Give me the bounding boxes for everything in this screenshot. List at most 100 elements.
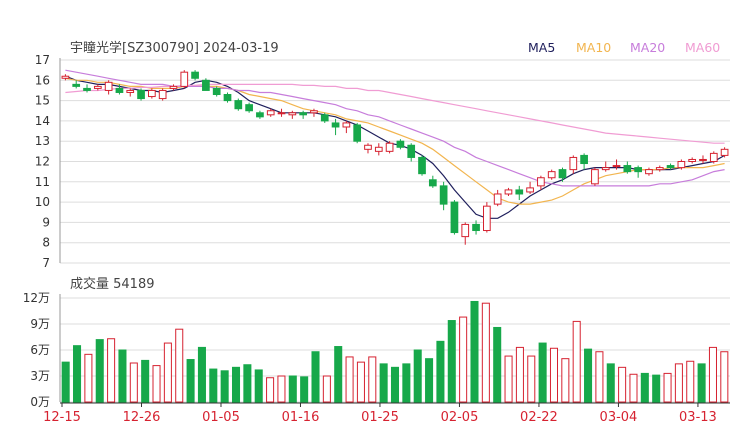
volume-bar <box>425 358 434 403</box>
candle-body <box>72 83 81 87</box>
volume-bar <box>243 364 252 403</box>
candle-body <box>569 156 578 171</box>
candle-body <box>83 87 91 91</box>
candle-body <box>137 89 145 100</box>
candle-body <box>342 122 351 128</box>
volume-bar <box>390 366 400 403</box>
volume-bar <box>277 375 286 403</box>
volume-bar <box>561 358 570 403</box>
x-tick-label: 01-16 <box>282 410 320 425</box>
candle-body <box>612 165 621 168</box>
x-tick-label: 01-25 <box>361 410 399 425</box>
candle-body <box>169 85 178 89</box>
volume-bar <box>697 363 706 403</box>
candle-body <box>364 144 372 150</box>
volume-bar <box>663 372 672 403</box>
candle-body <box>234 100 243 110</box>
candle-body <box>428 179 437 187</box>
chart-title: 宇瞳光学[SZ300790] 2024-03-19 <box>70 40 279 56</box>
candlesticks <box>61 70 729 245</box>
candle-body <box>418 156 426 175</box>
volume-tick-label: 9万 <box>30 317 50 331</box>
volume-bar <box>674 363 683 403</box>
volume-bar <box>311 351 320 403</box>
volume-bar <box>640 372 649 403</box>
price-tick-label: 13 <box>35 134 50 148</box>
candle-body <box>720 148 729 156</box>
candle-body <box>158 89 167 100</box>
volume-bar <box>220 370 229 403</box>
candle-body <box>310 110 318 114</box>
price-tick-label: 8 <box>42 236 50 250</box>
volume-bar <box>288 375 297 403</box>
volume-tick-label: 3万 <box>30 369 50 383</box>
candle-body <box>591 169 599 185</box>
price-tick-label: 7 <box>42 256 50 270</box>
candle-body <box>407 144 416 158</box>
volume-bar <box>549 347 559 403</box>
volume-bar <box>459 316 468 403</box>
x-tick-label: 02-05 <box>441 410 479 425</box>
volume-bar <box>686 360 695 403</box>
candle-body <box>580 154 588 165</box>
candle-body <box>277 112 286 115</box>
volume-bar <box>141 359 150 403</box>
candle-body <box>666 165 675 169</box>
volume-bar <box>481 302 490 403</box>
volume-bar <box>209 368 218 403</box>
volume-bar <box>413 349 422 403</box>
volume-bar <box>618 366 627 403</box>
candle-body <box>256 112 264 118</box>
price-tick-label: 17 <box>35 53 50 67</box>
legend: MA5 MA10 MA20 MA60 <box>528 40 720 55</box>
candle-body <box>558 169 567 179</box>
volume-title: 成交量 54189 <box>70 276 155 292</box>
volume-bar <box>368 356 377 403</box>
candle-body <box>526 187 534 193</box>
candle-body <box>396 140 405 148</box>
volume-bar <box>231 366 241 403</box>
volume-bar <box>73 345 82 403</box>
price-tick-label: 12 <box>35 155 50 169</box>
volume-bar <box>595 351 604 403</box>
candle-body <box>148 89 156 98</box>
volume-bar <box>379 363 388 403</box>
candle-body <box>288 112 297 116</box>
volume-bar <box>356 361 365 403</box>
volume-bar <box>629 373 638 403</box>
candle-body <box>483 205 491 232</box>
legend-ma5: MA5 <box>528 40 555 55</box>
volume-bar <box>584 348 593 403</box>
candle-body <box>115 87 124 93</box>
candle-body <box>126 89 135 93</box>
x-tick-label: 03-04 <box>600 410 638 425</box>
volume-bars <box>61 300 729 403</box>
candle-body <box>385 142 394 152</box>
candle-body <box>245 104 253 112</box>
ma5-line <box>65 75 725 219</box>
volume-bar <box>118 349 127 403</box>
candle-body <box>645 169 653 175</box>
volume-tick-label: 12万 <box>23 291 50 305</box>
volume-bar <box>197 346 206 403</box>
volume-tick-label: 6万 <box>30 343 50 357</box>
price-tick-label: 16 <box>35 73 50 87</box>
candle-body <box>104 81 113 91</box>
volume-bar <box>163 342 172 403</box>
candle-body <box>493 193 502 205</box>
x-tick-label: 03-13 <box>679 410 717 425</box>
candle-body <box>547 171 556 179</box>
candle-body <box>331 122 340 128</box>
candle-body <box>537 177 545 187</box>
volume-bar <box>334 346 343 403</box>
candle-body <box>677 161 686 169</box>
candle-body <box>634 167 642 173</box>
candle-body <box>515 189 524 195</box>
volume-bar <box>436 340 445 403</box>
legend-ma10: MA10 <box>576 40 611 55</box>
volume-bar <box>95 339 104 403</box>
legend-ma60: MA60 <box>685 40 720 55</box>
volume-bar <box>84 353 93 403</box>
volume-bar <box>129 362 138 403</box>
volume-bar <box>708 346 717 403</box>
